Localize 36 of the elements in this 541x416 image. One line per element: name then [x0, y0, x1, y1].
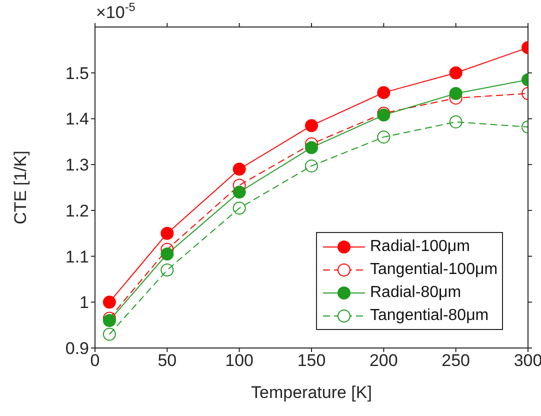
- point: [449, 115, 462, 128]
- y-tick-label: 1.1: [65, 247, 89, 266]
- text: ×10$^{-5}$: [96, 0, 136, 22]
- point: [305, 119, 318, 132]
- point: [377, 130, 390, 144]
- point: [102, 296, 116, 309]
- point: [377, 86, 390, 100]
- x-tick-label: 250: [442, 351, 470, 370]
- point: [449, 66, 462, 80]
- legend-label: Radial-80μm: [370, 284, 462, 302]
- y-tick-label: 1.5: [65, 64, 89, 83]
- y-axis-title: CTE [1/K]: [11, 150, 30, 224]
- y-tick-label: 1.3: [65, 156, 89, 175]
- x-tick-label: 200: [369, 351, 398, 370]
- point: [160, 247, 174, 260]
- x-tick-label: 100: [225, 351, 254, 370]
- x-tick-label: 0: [90, 351, 100, 370]
- point: [305, 159, 318, 172]
- point: [449, 86, 462, 100]
- x-axis-title: Temperature [K]: [251, 383, 372, 402]
- point: [305, 141, 318, 154]
- y-tick-label: 1: [80, 293, 89, 312]
- y-tick-label: 0.9: [65, 339, 89, 358]
- point: [232, 186, 246, 199]
- legend-label: Tangential-100μm: [370, 260, 498, 278]
- x-tick-label: 50: [158, 351, 177, 370]
- y-tick-label: 1.2: [65, 201, 89, 220]
- legend-label: Tangential-80μm: [370, 306, 489, 324]
- point: [102, 328, 116, 341]
- point: [232, 162, 246, 176]
- point: [232, 202, 246, 215]
- legend-label: Radial-100μm: [370, 238, 470, 256]
- y-tick-label: 1.4: [65, 110, 89, 129]
- point: [160, 226, 174, 240]
- x-tick-label: 150: [297, 351, 326, 370]
- point: [160, 264, 174, 277]
